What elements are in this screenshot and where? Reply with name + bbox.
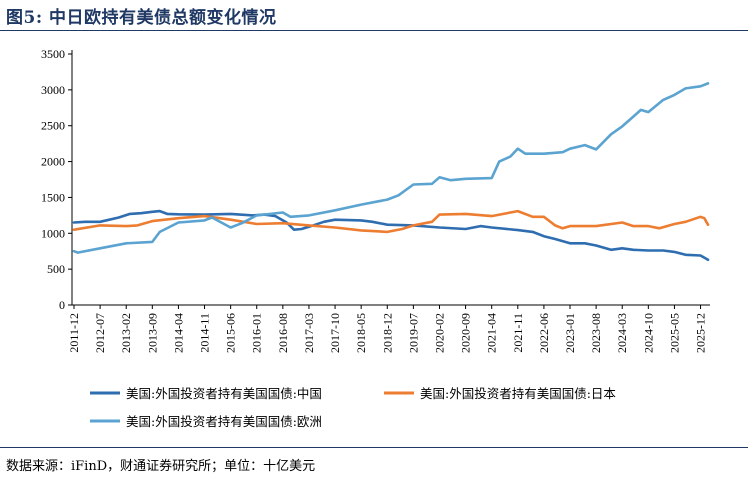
legend-label-3: 美国:外国投资者持有美国国债:欧洲 <box>126 414 322 429</box>
x-tick-label: 2014-04 <box>171 313 185 353</box>
line-chart: 0 500 1000 1500 2000 2500 3000 3500 2011-12 2012-… <box>41 47 710 429</box>
series-line-2 <box>72 209 710 234</box>
x-tick-label: 2017-03 <box>302 313 316 353</box>
series-line-3 <box>72 82 710 254</box>
x-tick-label: 2014-11 <box>198 313 212 353</box>
x-tick-label: 2024-10 <box>641 313 655 353</box>
title-rule <box>0 30 748 31</box>
x-tick-label: 2012-07 <box>93 313 107 353</box>
x-tick-label: 2016-08 <box>276 313 290 353</box>
x-tick-label: 2023-08 <box>589 313 603 353</box>
x-tick-label: 2024-03 <box>615 313 629 353</box>
x-tick-label: 2025-05 <box>667 313 681 353</box>
x-tick-label: 2021-04 <box>485 313 499 353</box>
x-tick-label: 2021-11 <box>511 313 525 353</box>
x-tick-label: 2015-06 <box>224 313 238 353</box>
y-tick-label: 2000 <box>41 155 65 169</box>
legend-label-1: 美国:外国投资者持有美国国债:中国 <box>126 386 322 401</box>
x-tick-label: 2019-07 <box>406 313 420 353</box>
source-note: 数据来源：iFinD，财通证券研究所；单位：十亿美元 <box>6 459 316 474</box>
x-tick-label: 2017-10 <box>328 313 342 353</box>
y-tick-label: 2500 <box>41 119 65 133</box>
x-tick-label: 2018-12 <box>380 313 394 353</box>
y-tick-label: 3000 <box>41 83 65 97</box>
x-tick-label: 2025-12 <box>694 313 708 353</box>
x-tick-label: 2011-12 <box>67 313 81 353</box>
y-tick-label: 3500 <box>41 47 65 61</box>
x-tick-label: 2020-09 <box>459 313 473 353</box>
x-tick-label: 2023-01 <box>563 313 577 353</box>
x-tick-label: 2013-02 <box>119 313 133 353</box>
x-tick-label: 2022-06 <box>537 313 551 353</box>
footer-rule <box>0 447 748 448</box>
y-tick-label: 500 <box>47 262 65 276</box>
legend-label-2: 美国:外国投资者持有美国国债:日本 <box>420 386 616 401</box>
x-tick-label: 2020-02 <box>432 313 446 353</box>
series-line-1 <box>72 209 710 262</box>
x-tick-label: 2016-01 <box>250 313 264 353</box>
y-tick-label: 1000 <box>41 226 65 240</box>
figure-title: 图5: 中日欧持有美债总额变化情况 <box>6 8 277 28</box>
y-tick-label: 0 <box>59 298 65 312</box>
x-tick-label: 2018-05 <box>354 313 368 353</box>
x-tick-label: 2013-09 <box>145 313 159 353</box>
y-tick-label: 1500 <box>41 190 65 204</box>
